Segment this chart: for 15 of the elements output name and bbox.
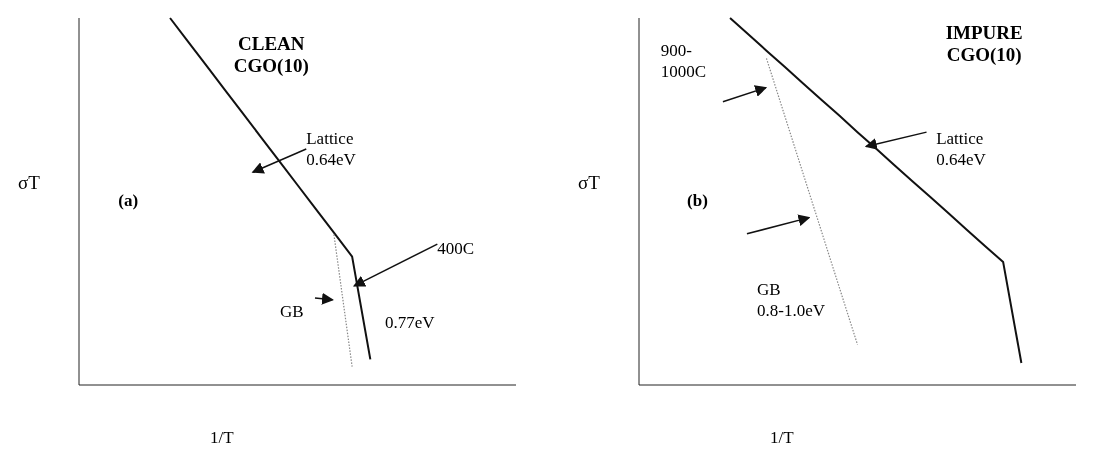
annotation: (a) [118, 190, 139, 212]
y-axis-title: σT [18, 172, 40, 195]
annotation: GB 0.8-1.0eV [756, 278, 825, 322]
text: CLEAN CGO(10) [232, 32, 310, 79]
y-axis-title: σT [578, 172, 600, 195]
annotation: (b) [687, 190, 708, 212]
x-axis-title: 1/T [210, 428, 234, 448]
annotation: Lattice 0.64eV [936, 128, 986, 171]
annotation: 900- 1000C [660, 40, 707, 83]
annotation: 400C [437, 238, 475, 260]
x-axis-title: 1/T [770, 428, 794, 448]
annotation: Lattice 0.64eV [306, 128, 356, 171]
text: IMPURE CGO(10) [944, 21, 1024, 68]
annotation: GB [280, 300, 304, 322]
annotation: 0.77eV [384, 311, 435, 333]
